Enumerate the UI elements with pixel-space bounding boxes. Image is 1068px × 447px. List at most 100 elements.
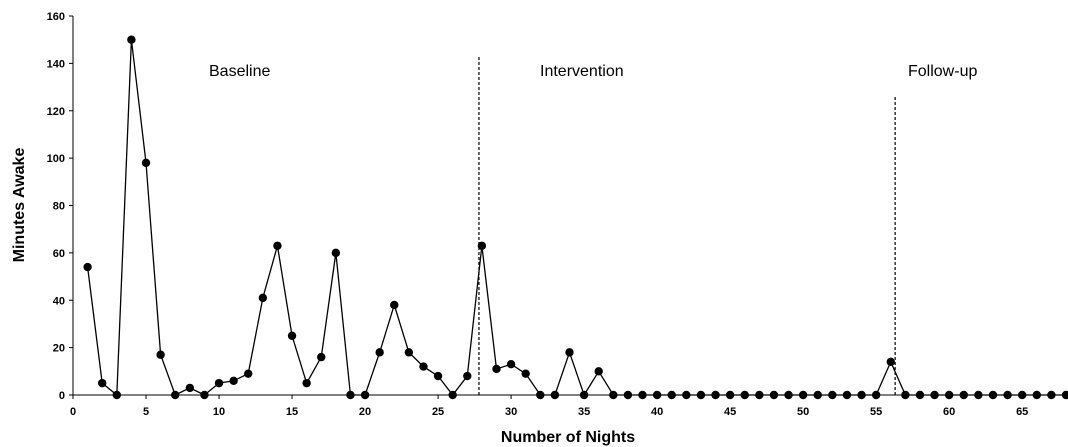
data-point (755, 390, 764, 400)
phase-change-lines (478, 57, 896, 395)
data-point (901, 390, 910, 400)
x-tick-label: 0 (70, 406, 76, 418)
data-point (944, 390, 954, 400)
data-point (638, 390, 647, 400)
y-tick-label: 40 (53, 295, 65, 307)
data-point (317, 352, 326, 362)
y-axis-ticks: 0 20 40 60 80 100 120 140 160 (47, 11, 73, 402)
data-point (1032, 390, 1041, 400)
x-tick-label: 25 (432, 406, 444, 418)
data-point (798, 390, 808, 400)
data-point (171, 390, 180, 400)
data-point (959, 390, 968, 400)
x-tick-label: 5 (143, 406, 149, 418)
data-point (725, 390, 735, 400)
data-point (375, 348, 384, 357)
data-point (521, 369, 530, 378)
data-point (828, 390, 837, 400)
data-point (506, 360, 516, 369)
y-tick-label: 80 (53, 201, 65, 213)
data-point (696, 390, 706, 400)
data-point (886, 357, 895, 367)
data-point (258, 293, 268, 303)
data-point (579, 390, 589, 400)
data-point (609, 390, 618, 400)
x-tick-label: 15 (286, 406, 298, 418)
series-line (86, 39, 1066, 397)
data-point (156, 350, 165, 359)
x-tick-label: 35 (578, 406, 590, 418)
x-tick-label: 10 (213, 406, 225, 418)
data-point (550, 390, 560, 400)
data-point (1061, 390, 1068, 400)
y-tick-label: 0 (59, 390, 65, 402)
data-point (477, 241, 487, 250)
y-tick-label: 100 (47, 153, 65, 165)
y-tick-label: 160 (47, 11, 65, 23)
data-point (419, 362, 428, 371)
y-tick-label: 140 (47, 58, 65, 70)
data-point (229, 376, 238, 385)
data-point (652, 390, 662, 400)
phase-label: Baseline (209, 63, 270, 80)
data-point (98, 378, 107, 388)
data-point (915, 390, 925, 400)
data-point (331, 248, 341, 258)
data-point (623, 390, 633, 400)
x-tick-label: 40 (651, 406, 663, 418)
data-point (463, 371, 472, 381)
data-point (287, 331, 297, 340)
data-point (141, 158, 151, 168)
data-point (492, 364, 501, 374)
data-point (740, 390, 749, 400)
data-point (185, 383, 195, 393)
data-point (1017, 390, 1027, 400)
data-point (842, 390, 852, 400)
phase-label: Follow-up (908, 63, 977, 80)
y-tick-label: 120 (47, 106, 65, 118)
data-point (404, 348, 414, 357)
data-point (769, 390, 779, 400)
x-tick-label: 55 (870, 406, 882, 418)
data-point (565, 348, 574, 357)
data-point (536, 390, 545, 400)
data-point (784, 390, 793, 400)
data-point (244, 369, 253, 378)
x-tick-label: 50 (797, 406, 809, 418)
phase-label: Intervention (540, 63, 624, 80)
data-point (667, 390, 676, 400)
data-point (974, 390, 983, 400)
y-axis-title: Minutes Awake (11, 148, 28, 263)
series-minutes-awake (83, 35, 1068, 400)
phase-labels: Baseline Intervention Follow-up (209, 63, 977, 80)
data-point (273, 241, 282, 250)
data-point (433, 371, 443, 381)
x-axis-ticks: 0 5 10 15 20 25 30 35 40 45 50 55 60 65 (70, 395, 1028, 418)
y-tick-label: 20 (53, 343, 65, 355)
data-point (302, 378, 311, 388)
data-point (127, 35, 136, 44)
x-tick-label: 65 (1016, 406, 1028, 418)
data-point (594, 367, 603, 376)
data-point (112, 390, 122, 400)
data-point (857, 390, 866, 400)
data-point (930, 390, 939, 400)
data-point (711, 390, 720, 400)
data-point (83, 262, 92, 272)
data-point (346, 390, 355, 400)
data-point (682, 390, 691, 400)
data-point (448, 390, 457, 400)
data-point (360, 390, 370, 400)
data-point (871, 390, 881, 400)
x-tick-label: 60 (943, 406, 955, 418)
y-tick-label: 60 (53, 248, 65, 260)
data-point (214, 378, 224, 388)
x-tick-label: 20 (359, 406, 371, 418)
data-point (813, 390, 822, 400)
x-tick-label: 30 (505, 406, 517, 418)
data-point (988, 390, 998, 400)
data-point (1003, 390, 1012, 400)
x-axis-title: Number of Nights (501, 429, 635, 446)
x-tick-label: 45 (724, 406, 736, 418)
